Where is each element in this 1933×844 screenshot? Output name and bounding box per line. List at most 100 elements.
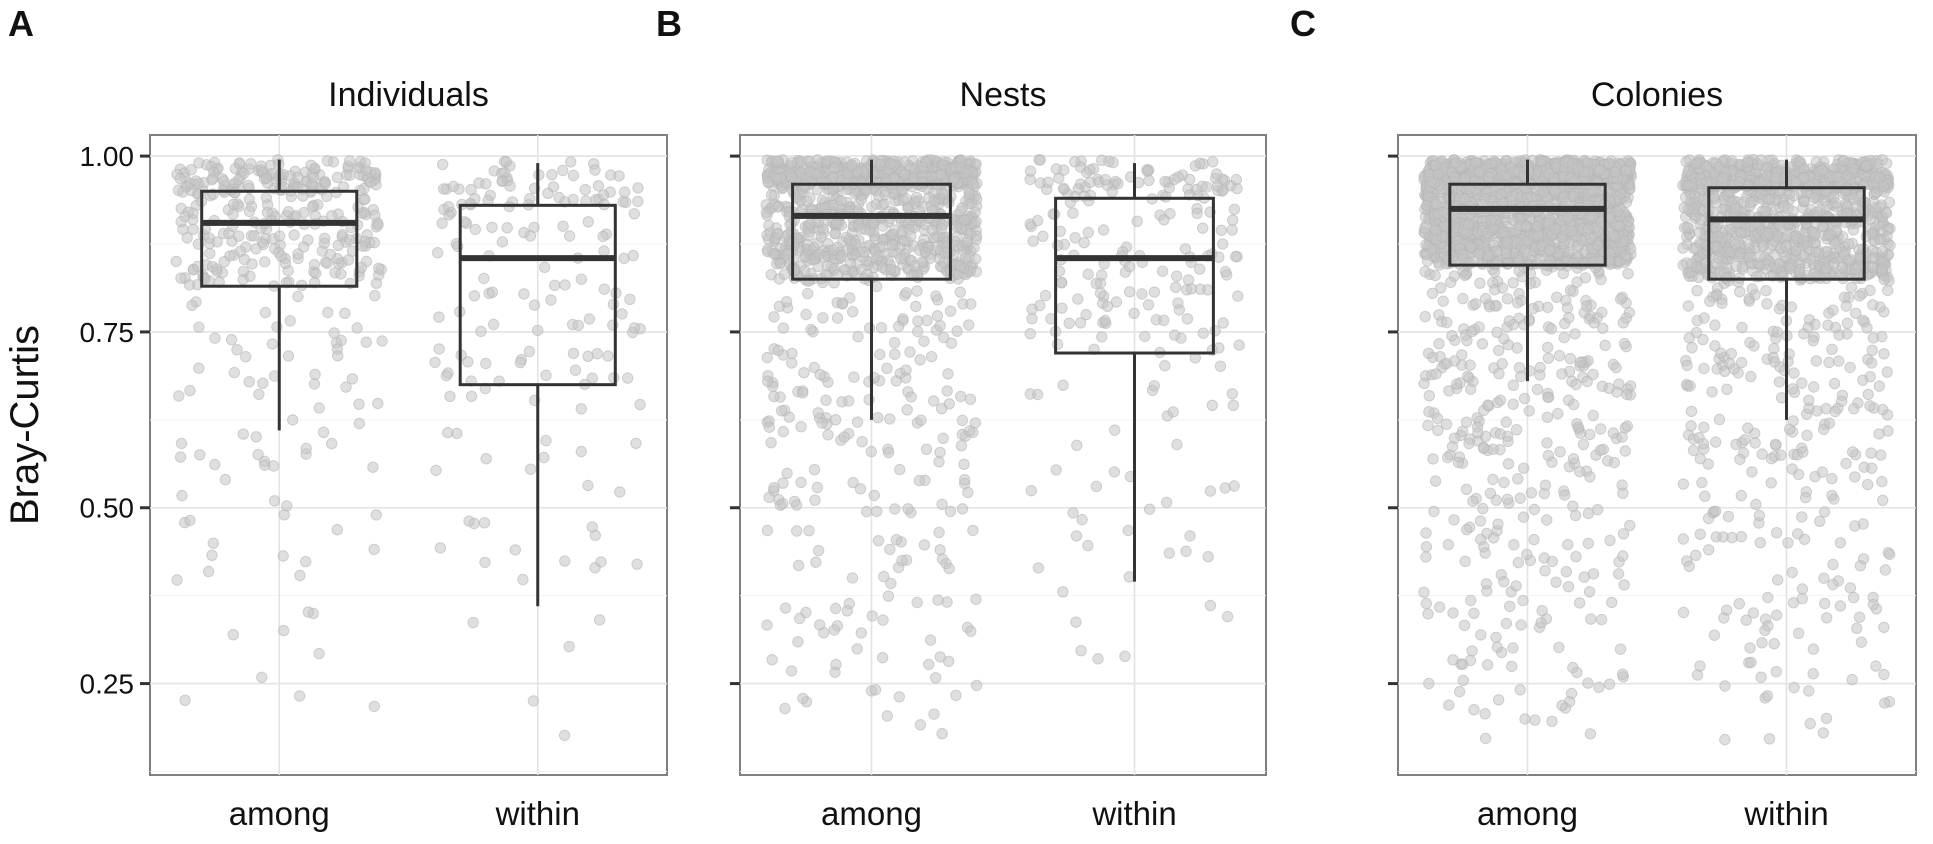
data-point [1219, 265, 1232, 278]
data-point [1828, 377, 1841, 390]
data-point [872, 412, 884, 424]
data-point [1574, 465, 1586, 478]
data-point [1026, 303, 1038, 315]
data-point [1698, 421, 1710, 433]
data-point [243, 193, 256, 206]
data-point [1517, 594, 1529, 607]
data-point [518, 288, 530, 300]
data-point [575, 273, 588, 285]
data-point [1855, 636, 1868, 648]
data-point [1421, 255, 1434, 267]
data-point [1571, 666, 1583, 679]
data-point [1851, 622, 1863, 634]
data-point [326, 437, 338, 450]
data-point [1457, 674, 1470, 687]
data-point [1481, 227, 1494, 240]
data-point [1535, 155, 1548, 168]
data-point [1042, 176, 1054, 189]
data-point [1569, 328, 1581, 340]
data-point [260, 172, 272, 185]
data-point [475, 325, 487, 338]
data-point [176, 489, 188, 502]
data-point [193, 362, 205, 374]
data-point [872, 535, 885, 547]
data-point [1464, 241, 1477, 253]
box-iqr [1054, 196, 1215, 355]
data-point [1217, 317, 1229, 329]
data-point [925, 351, 938, 363]
data-point [373, 262, 385, 274]
data-point [228, 366, 241, 379]
data-point [1502, 458, 1515, 470]
data-point [938, 331, 950, 344]
data-point [1511, 297, 1524, 309]
data-point [841, 605, 853, 617]
data-point [287, 414, 299, 426]
data-point [1027, 235, 1039, 247]
data-point [1677, 533, 1690, 545]
data-point [1861, 322, 1873, 334]
data-point [592, 180, 605, 192]
data-point [1492, 518, 1504, 530]
data-point [1508, 539, 1520, 551]
data-point [1452, 456, 1465, 469]
data-point [1485, 214, 1497, 226]
data-point [1513, 362, 1526, 374]
data-point [1492, 694, 1505, 706]
data-point [1593, 164, 1606, 176]
data-point [1465, 383, 1477, 395]
data-point [1878, 668, 1890, 681]
data-point [1586, 211, 1599, 223]
data-point [317, 426, 330, 438]
data-point [248, 230, 260, 242]
data-point [569, 364, 582, 376]
data-point [885, 157, 897, 170]
data-point [1734, 453, 1746, 466]
data-point [812, 544, 825, 557]
data-point [1545, 323, 1558, 335]
data-point [786, 171, 798, 184]
data-point [765, 189, 778, 201]
data-point [225, 334, 238, 346]
data-point [1448, 514, 1460, 526]
data-point [1055, 276, 1068, 289]
data-point [369, 289, 381, 302]
data-point [894, 463, 906, 476]
data-point [245, 158, 257, 170]
data-point [1521, 247, 1534, 259]
data-point [1826, 343, 1838, 355]
data-point [855, 222, 867, 235]
data-point [874, 348, 886, 361]
data-point [608, 372, 620, 384]
data-point [1612, 568, 1625, 580]
data-point [762, 176, 774, 188]
data-point [300, 555, 312, 568]
data-point [1606, 596, 1618, 609]
data-point [1853, 611, 1866, 623]
data-point [855, 627, 867, 639]
data-point [243, 205, 256, 218]
data-point [1814, 515, 1826, 527]
data-point [967, 177, 979, 190]
data-point [1168, 329, 1181, 341]
data-point [496, 236, 509, 248]
data-point [1773, 376, 1786, 388]
data-point [795, 476, 807, 489]
data-point [1510, 424, 1523, 436]
data-point [1595, 423, 1607, 435]
data-point [905, 230, 917, 242]
data-point [1426, 287, 1439, 299]
data-point [1465, 326, 1478, 338]
data-point [567, 347, 580, 360]
jitter-among [1418, 154, 1637, 745]
data-point [760, 206, 773, 219]
data-point [970, 266, 982, 278]
data-point [1024, 328, 1036, 340]
data-point [884, 263, 897, 275]
data-point [1621, 420, 1634, 432]
data-point [1475, 629, 1487, 641]
data-point [1698, 362, 1710, 375]
data-point [931, 310, 944, 322]
data-point [1567, 453, 1580, 465]
data-point [1051, 338, 1064, 350]
